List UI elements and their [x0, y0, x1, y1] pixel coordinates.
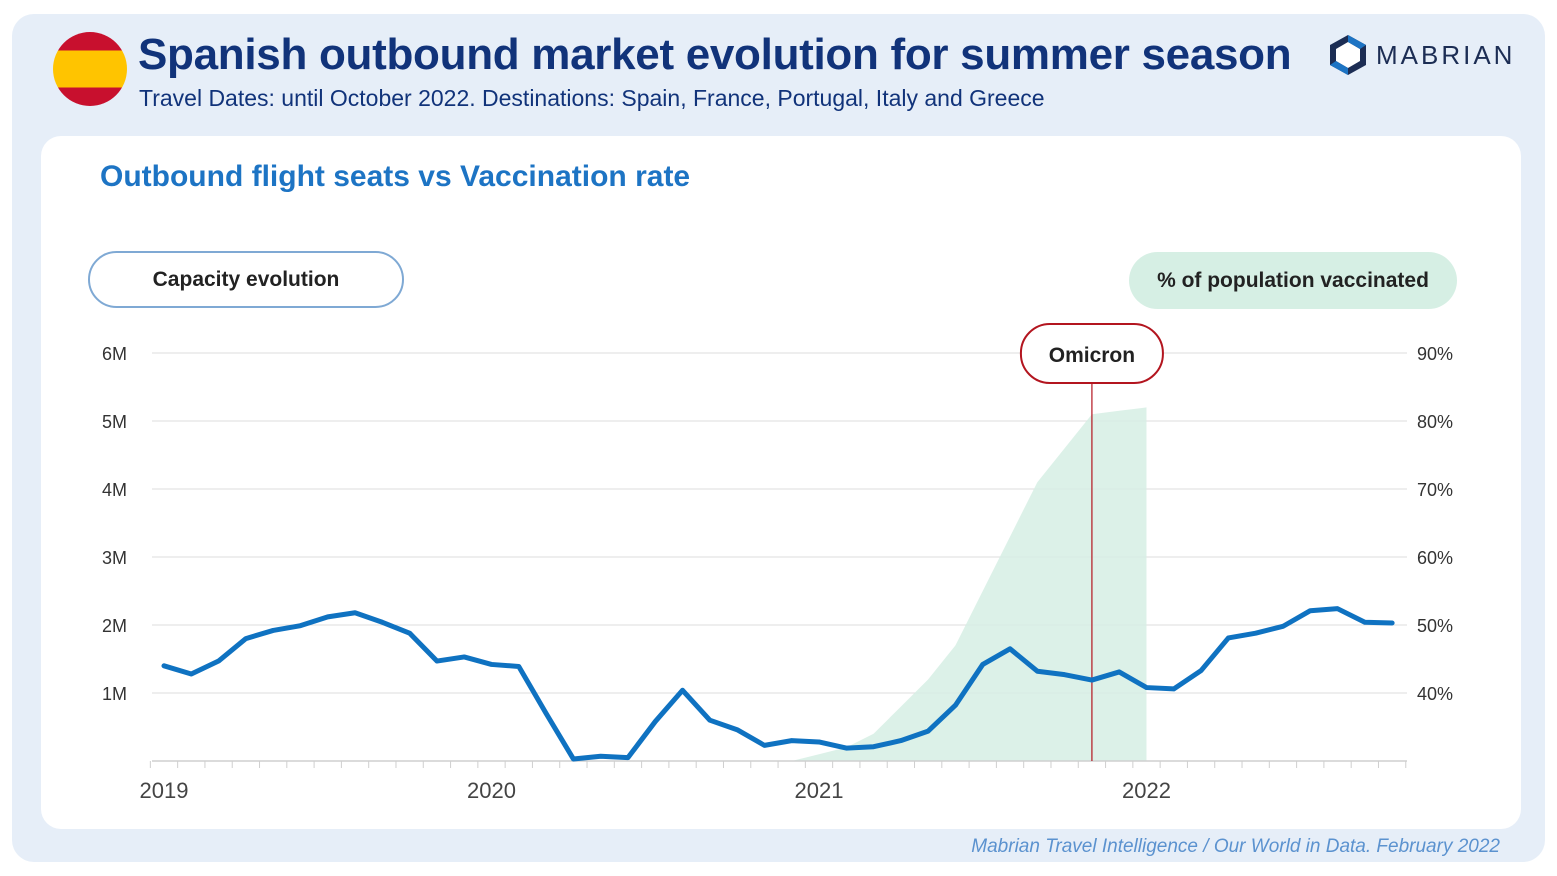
y-right-tick-label: 50% [1417, 616, 1453, 636]
flight-seats-point [270, 628, 276, 633]
flight-seats-point [243, 636, 249, 641]
y-right-tick-label: 60% [1417, 548, 1453, 568]
legend-capacity-pill: Capacity evolution [88, 251, 404, 308]
flight-seats-point [789, 738, 794, 743]
flight-seats-point [298, 623, 303, 628]
page-subtitle: Travel Dates: until October 2022. Destin… [139, 85, 1045, 111]
source-note: Mabrian Travel Intelligence / Our World … [971, 836, 1500, 857]
flight-seats-point [980, 662, 985, 667]
x-tick-label: 2021 [795, 778, 844, 803]
mabrian-logo-icon [1330, 35, 1366, 75]
flight-seats-point [216, 658, 221, 664]
y-right-tick-label: 90% [1417, 344, 1453, 364]
flight-seats-point [680, 688, 685, 693]
flight-seats-point [1035, 669, 1040, 674]
flight-seats-point [925, 728, 931, 734]
omicron-label: Omicron [1049, 344, 1135, 367]
flight-seats-point [1144, 685, 1149, 690]
flight-seats-point [325, 614, 330, 620]
flight-seats-point [816, 739, 822, 745]
x-tick-label: 2020 [467, 778, 516, 803]
page-title: Spanish outbound market evolution for su… [138, 30, 1292, 79]
y-left-tick-label: 3M [102, 548, 127, 568]
y-left-tick-label: 6M [102, 344, 127, 364]
x-tick-label: 2019 [140, 778, 189, 803]
omicron-label-box [1019, 323, 1164, 384]
y-left-tick-label: 5M [102, 412, 127, 432]
flight-seats-point [1253, 630, 1258, 636]
flight-seats-point [898, 738, 904, 743]
flight-seats-point [543, 711, 549, 716]
flight-seats-point [571, 756, 576, 762]
flight-seats-point [653, 719, 658, 724]
flight-seats-point [1117, 669, 1122, 675]
y-right-tick-label: 70% [1417, 480, 1453, 500]
flight-seats-point [1280, 624, 1286, 629]
flight-seats-point [598, 754, 603, 759]
flight-seats-point [161, 663, 167, 668]
flight-seats-point [1198, 668, 1204, 673]
legend-vaccinated-pill: % of population vaccinated [1129, 252, 1457, 309]
flight-seats-point [844, 745, 849, 751]
flight-seats-point [516, 664, 521, 669]
flight-seats-point [1308, 608, 1313, 613]
flight-seats-point [380, 620, 385, 625]
flight-seats-point [1062, 672, 1067, 677]
flight-seats-line [161, 606, 1395, 762]
spain-flag-icon [53, 32, 127, 106]
flight-seats-point [734, 727, 740, 732]
flight-seats-point [434, 658, 440, 664]
flight-seats-point [1007, 646, 1013, 651]
flight-seats-point [625, 755, 631, 760]
y-left-tick-label: 4M [102, 480, 127, 500]
flight-seats-point [489, 662, 494, 667]
flight-seats-point [407, 630, 412, 636]
chart-title: Outbound flight seats vs Vaccination rat… [100, 160, 691, 193]
logo-text: MABRIAN [1376, 40, 1516, 70]
flight-seats-point [953, 703, 958, 708]
y-left-tick-label: 2M [102, 616, 127, 636]
flight-seats-point [189, 671, 194, 677]
flight-seats-point [1171, 686, 1176, 692]
flight-seats-point [762, 743, 767, 748]
flight-seats-point [462, 654, 467, 660]
y-left-tick-label: 1M [102, 684, 127, 704]
flight-seats-point [1389, 620, 1395, 626]
flight-seats-point [707, 718, 713, 723]
flight-seats-point [871, 744, 876, 749]
flight-seats-point [352, 610, 358, 615]
flight-seats-point [1089, 677, 1095, 683]
flight-seats-point [1362, 620, 1368, 625]
vaccination-area [791, 407, 1147, 761]
flight-seats-point [1335, 606, 1340, 611]
x-tick-label: 2022 [1122, 778, 1171, 803]
y-right-tick-label: 40% [1417, 684, 1453, 704]
flight-seats-point [1226, 635, 1231, 641]
y-right-tick-label: 80% [1417, 412, 1453, 432]
